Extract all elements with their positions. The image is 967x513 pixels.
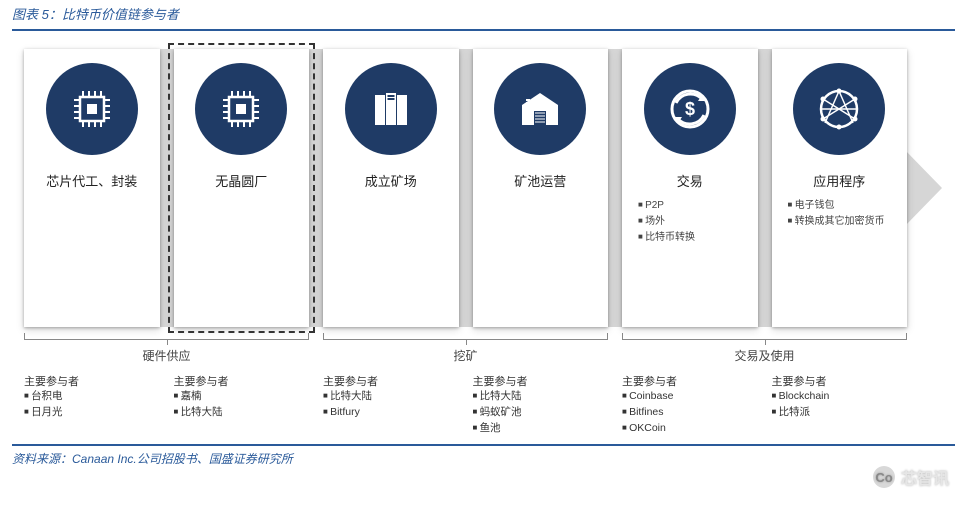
globe-icon	[793, 63, 885, 155]
group-brackets: 硬件供应 挖矿 交易及使用	[24, 333, 943, 363]
participant-item: 嘉楠	[174, 389, 310, 405]
step-title: 应用程序	[813, 171, 865, 190]
servers-icon	[345, 63, 437, 155]
participant-item: Bitfury	[323, 405, 459, 421]
svg-text:$: $	[685, 99, 695, 119]
source-line: 资料来源：Canaan Inc.公司招股书、国盛证券研究所	[0, 448, 967, 469]
step-card-0: 芯片代工、封装	[24, 49, 160, 327]
participant-item: 比特大陆	[174, 405, 310, 421]
step-card-2: 成立矿场	[323, 49, 459, 327]
participant-item: 比特派	[772, 405, 908, 421]
group-label: 硬件供应	[24, 347, 309, 364]
participant-item: OKCoin	[622, 421, 758, 437]
participants-column: 主要参与者比特大陆蚂蚁矿池鱼池	[473, 373, 609, 436]
participants-column: 主要参与者台积电日月光	[24, 373, 160, 436]
participant-item: Blockchain	[772, 389, 908, 405]
participants-label: 主要参与者	[622, 373, 758, 389]
participants-column: 主要参与者CoinbaseBitfinesOKCoin	[622, 373, 758, 436]
participant-item: 比特大陆	[323, 389, 459, 405]
group-bracket: 硬件供应	[24, 333, 309, 347]
participant-item: 日月光	[24, 405, 160, 421]
step-bullets: 电子钱包转换成其它加密货币	[780, 198, 900, 230]
top-divider	[12, 29, 955, 31]
participant-item: 鱼池	[473, 421, 609, 437]
participants-label: 主要参与者	[473, 373, 609, 389]
step-bullet: P2P	[638, 198, 750, 214]
participant-item: Bitfines	[622, 405, 758, 421]
chip-icon	[46, 63, 138, 155]
step-card-3: 矿池运营	[473, 49, 609, 327]
step-bullets: P2P场外比特币转换	[630, 198, 750, 246]
figure-title: 图表 5：比特币价值链参与者	[0, 0, 967, 27]
steps-row: 芯片代工、封装 无晶圆厂 成立矿场 矿池运营 $ 交易P2P场	[24, 49, 943, 327]
step-title: 矿池运营	[514, 171, 566, 190]
participants-label: 主要参与者	[772, 373, 908, 389]
wechat-icon: Co	[873, 466, 895, 488]
value-chain-diagram: 芯片代工、封装 无晶圆厂 成立矿场 矿池运营 $ 交易P2P场	[24, 49, 943, 327]
participant-item: 台积电	[24, 389, 160, 405]
step-bullet: 场外	[638, 214, 750, 230]
group-label: 交易及使用	[622, 347, 907, 364]
watermark: Co 芯智讯	[873, 465, 949, 489]
step-title: 成立矿场	[365, 171, 417, 190]
watermark-text: 芯智讯	[901, 465, 949, 489]
participant-item: 蚂蚁矿池	[473, 405, 609, 421]
chip-icon	[195, 63, 287, 155]
participants-label: 主要参与者	[323, 373, 459, 389]
step-title: 无晶圆厂	[215, 171, 267, 190]
group-bracket: 挖矿	[323, 333, 608, 347]
exchange-icon: $	[644, 63, 736, 155]
participants-row: 主要参与者台积电日月光主要参与者嘉楠比特大陆主要参与者比特大陆Bitfury主要…	[24, 373, 943, 436]
group-bracket: 交易及使用	[622, 333, 907, 347]
warehouse-icon	[494, 63, 586, 155]
step-bullet: 电子钱包	[788, 198, 900, 214]
bottom-divider	[12, 444, 955, 446]
participants-column: 主要参与者比特大陆Bitfury	[323, 373, 459, 436]
step-title: 芯片代工、封装	[46, 171, 137, 190]
step-bullet: 比特币转换	[638, 230, 750, 246]
participants-column: 主要参与者嘉楠比特大陆	[174, 373, 310, 436]
participants-label: 主要参与者	[174, 373, 310, 389]
step-title: 交易	[677, 171, 703, 190]
participants-label: 主要参与者	[24, 373, 160, 389]
step-card-1: 无晶圆厂	[174, 49, 310, 327]
step-card-4: $ 交易 P2P场外比特币转换	[622, 49, 758, 327]
participant-item: 比特大陆	[473, 389, 609, 405]
group-label: 挖矿	[323, 347, 608, 364]
participant-item: Coinbase	[622, 389, 758, 405]
step-card-5: 应用程序电子钱包转换成其它加密货币	[772, 49, 908, 327]
step-bullet: 转换成其它加密货币	[788, 214, 900, 230]
participants-column: 主要参与者Blockchain比特派	[772, 373, 908, 436]
